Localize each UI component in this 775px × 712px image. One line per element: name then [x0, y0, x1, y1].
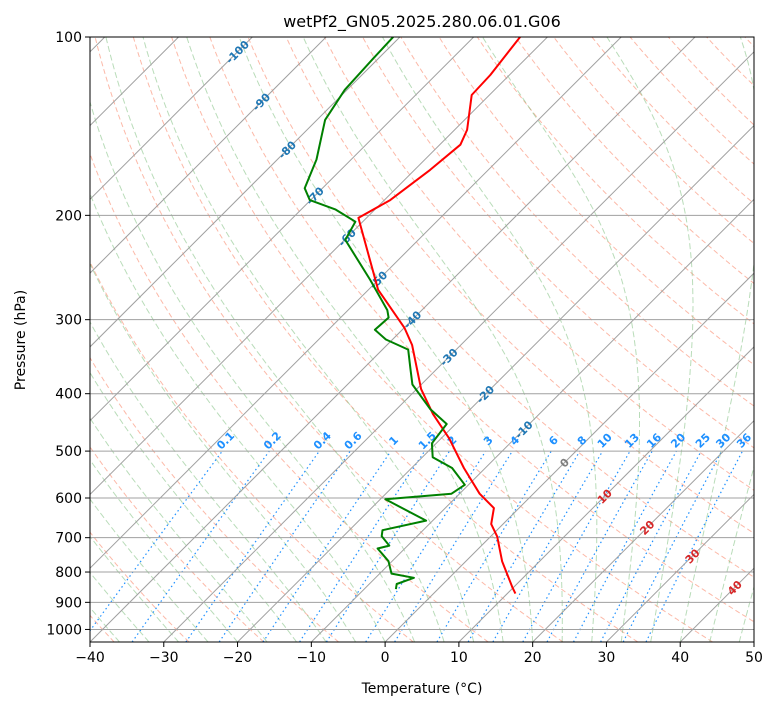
mixing-ratio-label: 0.4 [311, 429, 334, 452]
temperature-profile [358, 37, 520, 594]
dry-adiabat [516, 37, 775, 642]
x-tick-label: 40 [671, 650, 689, 666]
dewpoint-profile [305, 37, 465, 589]
y-tick-label: 700 [55, 531, 82, 547]
x-tick-label: 30 [598, 650, 616, 666]
dry-adiabat [745, 37, 775, 642]
plot-frame [90, 37, 754, 642]
moist-adiabat [0, 37, 326, 642]
x-tick-label: 20 [524, 650, 542, 666]
moist-adiabat [739, 37, 775, 642]
mixing-ratio-label: 8 [575, 433, 590, 448]
chart-title: wetPf2_GN05.2025.280.06.01.G06 [283, 12, 561, 32]
mixing-ratio-label: 10 [595, 431, 615, 451]
mixing-ratio-label: 36 [734, 431, 754, 451]
moist-adiabat [21, 37, 355, 642]
mixing-ratio-line [132, 451, 269, 642]
mixing-ratio-label: 0.6 [342, 429, 365, 452]
dry-adiabat [592, 37, 775, 642]
y-tick-label: 600 [55, 491, 82, 507]
dry-adiabat [0, 37, 339, 642]
isotherm [0, 37, 547, 642]
mixing-ratio-label: 0.1 [214, 429, 237, 452]
dry-adiabat [554, 37, 775, 642]
y-tick-label: 1000 [46, 622, 82, 638]
isotherm [533, 37, 775, 642]
mixing-ratio-line [468, 451, 580, 642]
y-tick-label: 900 [55, 595, 82, 611]
isotherm [0, 37, 252, 642]
x-tick-label: −20 [223, 650, 253, 666]
mixing-ratio-label: 1 [386, 433, 401, 448]
mixing-ratio-label: 30 [713, 431, 733, 451]
mixing-ratio-label: 6 [546, 433, 561, 448]
dry-adiabat [707, 37, 775, 642]
mixing-ratio-label: 25 [693, 431, 713, 451]
y-axis-label: Pressure (hPa) [13, 290, 29, 390]
x-tick-label: 0 [381, 650, 390, 666]
x-tick-label: 10 [450, 650, 468, 666]
moist-adiabat [106, 37, 444, 642]
y-tick-label: 800 [55, 565, 82, 581]
mixing-ratio-label: 16 [644, 431, 664, 451]
dry-adiabat [19, 37, 414, 642]
y-tick-label: 300 [55, 313, 82, 329]
mixing-ratio-line [395, 451, 513, 642]
x-tick-label: −30 [149, 650, 179, 666]
isotherm [459, 37, 775, 642]
isotherm [90, 37, 695, 642]
y-tick-label: 200 [55, 208, 82, 224]
isotherm [164, 37, 769, 642]
dry-adiabat [0, 37, 264, 642]
mixing-ratio-line [219, 451, 350, 642]
isotherm-label: -100 [223, 38, 252, 67]
y-tick-label: 400 [55, 387, 82, 403]
isotherm [16, 37, 621, 642]
dry-adiabat [439, 37, 775, 642]
isotherm [0, 37, 400, 642]
moist-adiabat [303, 37, 562, 642]
mixing-ratio-line [82, 451, 223, 642]
moist-adiabat [187, 37, 504, 642]
mixing-ratio-line [547, 451, 652, 642]
x-tick-label: 50 [745, 650, 763, 666]
moist-adiabat [0, 37, 208, 642]
mixing-ratio-label: 0.2 [261, 429, 284, 452]
mixing-ratio-label: 20 [668, 431, 688, 451]
isotherm [385, 37, 775, 642]
isotherm [0, 37, 326, 642]
y-tick-label: 100 [55, 30, 82, 46]
dry-adiabat [668, 37, 775, 642]
moist-adiabat [383, 37, 597, 642]
moist-adiabat [0, 37, 238, 642]
isotherm [754, 37, 775, 642]
moist-adiabat [607, 37, 693, 642]
mixing-ratio-line [263, 451, 391, 642]
x-tick-label: −10 [297, 650, 327, 666]
mixing-ratio-label: 3 [481, 433, 496, 448]
y-tick-label: 500 [55, 444, 82, 460]
dry-adiabat [630, 37, 775, 642]
x-tick-label: −40 [75, 650, 105, 666]
x-axis-label: Temperature (°C) [361, 681, 483, 697]
